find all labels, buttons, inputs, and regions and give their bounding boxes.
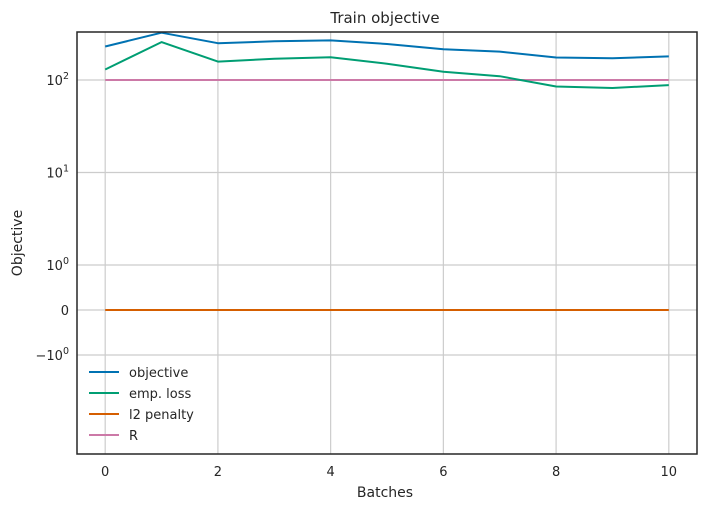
series-line-emp-loss — [104, 41, 669, 89]
legend: objective emp. loss l2 penalty R — [89, 366, 194, 444]
x-tick-label: 4 — [326, 465, 334, 480]
x-axis-label: Batches — [357, 485, 413, 501]
chart-title: Train objective — [329, 9, 439, 27]
legend-label: R — [129, 429, 138, 444]
y-tick-label: −100 — [36, 346, 69, 364]
x-tick-label: 6 — [439, 465, 447, 480]
y-tick-label: 101 — [46, 164, 69, 182]
y-tick-label: 102 — [46, 71, 69, 89]
y-tick-label: 0 — [61, 304, 69, 319]
y-axis-label: Objective — [10, 210, 26, 276]
x-tick-label: 2 — [214, 465, 222, 480]
series-lines — [104, 31, 669, 311]
x-tick-label: 8 — [552, 465, 560, 480]
legend-label: objective — [129, 366, 188, 381]
series-line-objective — [104, 31, 669, 60]
x-tick-label: 10 — [661, 465, 678, 480]
y-tick-labels: 102 101 100 0 −100 — [36, 71, 69, 364]
x-tick-label: 0 — [101, 465, 109, 480]
x-tick-labels: 0 2 4 6 8 10 — [101, 465, 677, 480]
legend-label: l2 penalty — [129, 408, 194, 423]
y-tick-label: 100 — [46, 256, 69, 274]
legend-label: emp. loss — [129, 387, 192, 402]
plot-frame — [76, 31, 698, 455]
